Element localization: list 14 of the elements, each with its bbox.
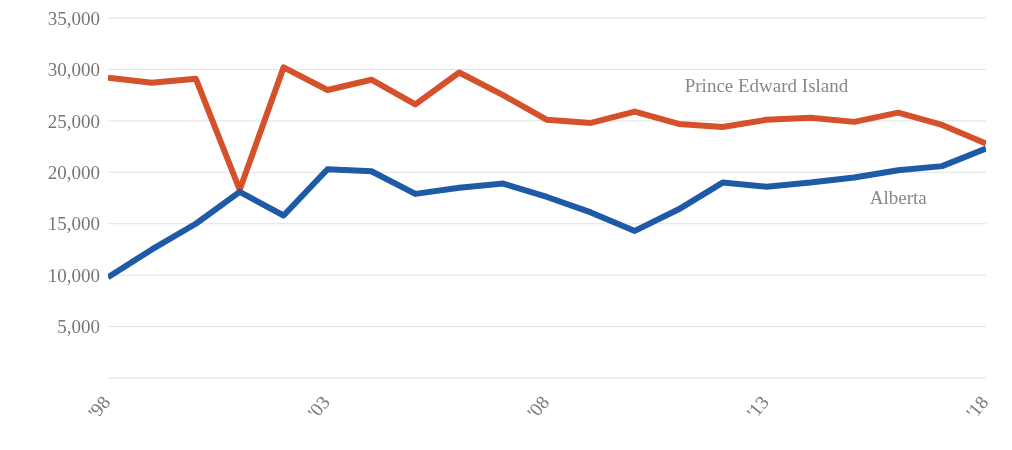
y-tick-label: 10,000: [47, 264, 100, 286]
y-tick-label: 5,000: [57, 316, 100, 338]
series-label: Alberta: [869, 187, 928, 209]
series-label: Prince Edward Island: [684, 74, 849, 96]
x-tick-label: '98: [83, 391, 115, 423]
y-tick-label: 35,000: [47, 7, 100, 29]
y-tick-label: 25,000: [47, 110, 100, 132]
x-tick-label: '18: [961, 391, 993, 423]
x-tick-label: '13: [742, 391, 773, 423]
y-tick-label: 30,000: [47, 59, 100, 81]
x-tick-label: '08: [522, 391, 554, 423]
y-tick-label: 20,000: [47, 162, 100, 184]
y-tick-label: 15,000: [47, 213, 100, 235]
x-tick-label: '03: [303, 391, 334, 423]
